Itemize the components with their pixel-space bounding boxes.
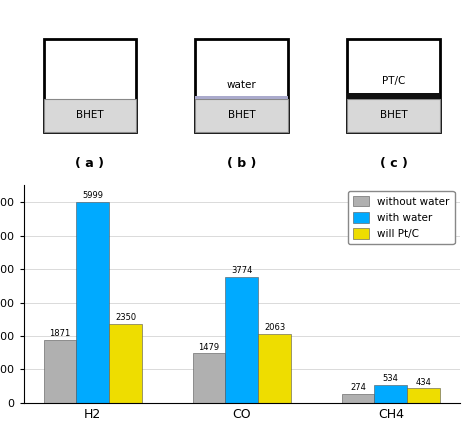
Text: 1479: 1479 — [199, 343, 219, 352]
Text: BHET: BHET — [380, 110, 408, 120]
Bar — [44, 39, 136, 132]
Bar — [192, 353, 225, 403]
Text: ( b ): ( b ) — [227, 157, 256, 170]
Bar — [44, 99, 136, 132]
Text: PT/C: PT/C — [382, 76, 405, 86]
Bar — [44, 340, 76, 403]
Text: 1871: 1871 — [49, 329, 71, 339]
Bar — [347, 99, 440, 132]
Text: 5999: 5999 — [82, 191, 103, 200]
Bar — [195, 39, 288, 132]
Text: 534: 534 — [383, 374, 399, 383]
Text: 2350: 2350 — [115, 314, 136, 322]
Text: 3774: 3774 — [231, 266, 253, 275]
Bar — [374, 385, 407, 403]
Bar — [195, 95, 288, 99]
Bar — [225, 277, 258, 403]
Bar — [342, 394, 374, 403]
Text: BHET: BHET — [76, 110, 104, 120]
Text: water: water — [227, 80, 256, 90]
Text: 434: 434 — [416, 378, 431, 387]
Bar — [407, 389, 440, 403]
Bar — [195, 99, 288, 132]
Text: BHET: BHET — [228, 110, 255, 120]
Bar — [347, 93, 440, 99]
Text: ( a ): ( a ) — [75, 157, 104, 170]
Text: 2063: 2063 — [264, 323, 285, 332]
Bar — [109, 324, 142, 403]
Bar — [258, 334, 291, 403]
Legend: without water, with water, will Pt/C: without water, with water, will Pt/C — [348, 191, 455, 244]
Text: 274: 274 — [350, 383, 366, 392]
Bar — [76, 202, 109, 403]
Bar — [347, 39, 440, 132]
Text: ( c ): ( c ) — [380, 157, 408, 170]
